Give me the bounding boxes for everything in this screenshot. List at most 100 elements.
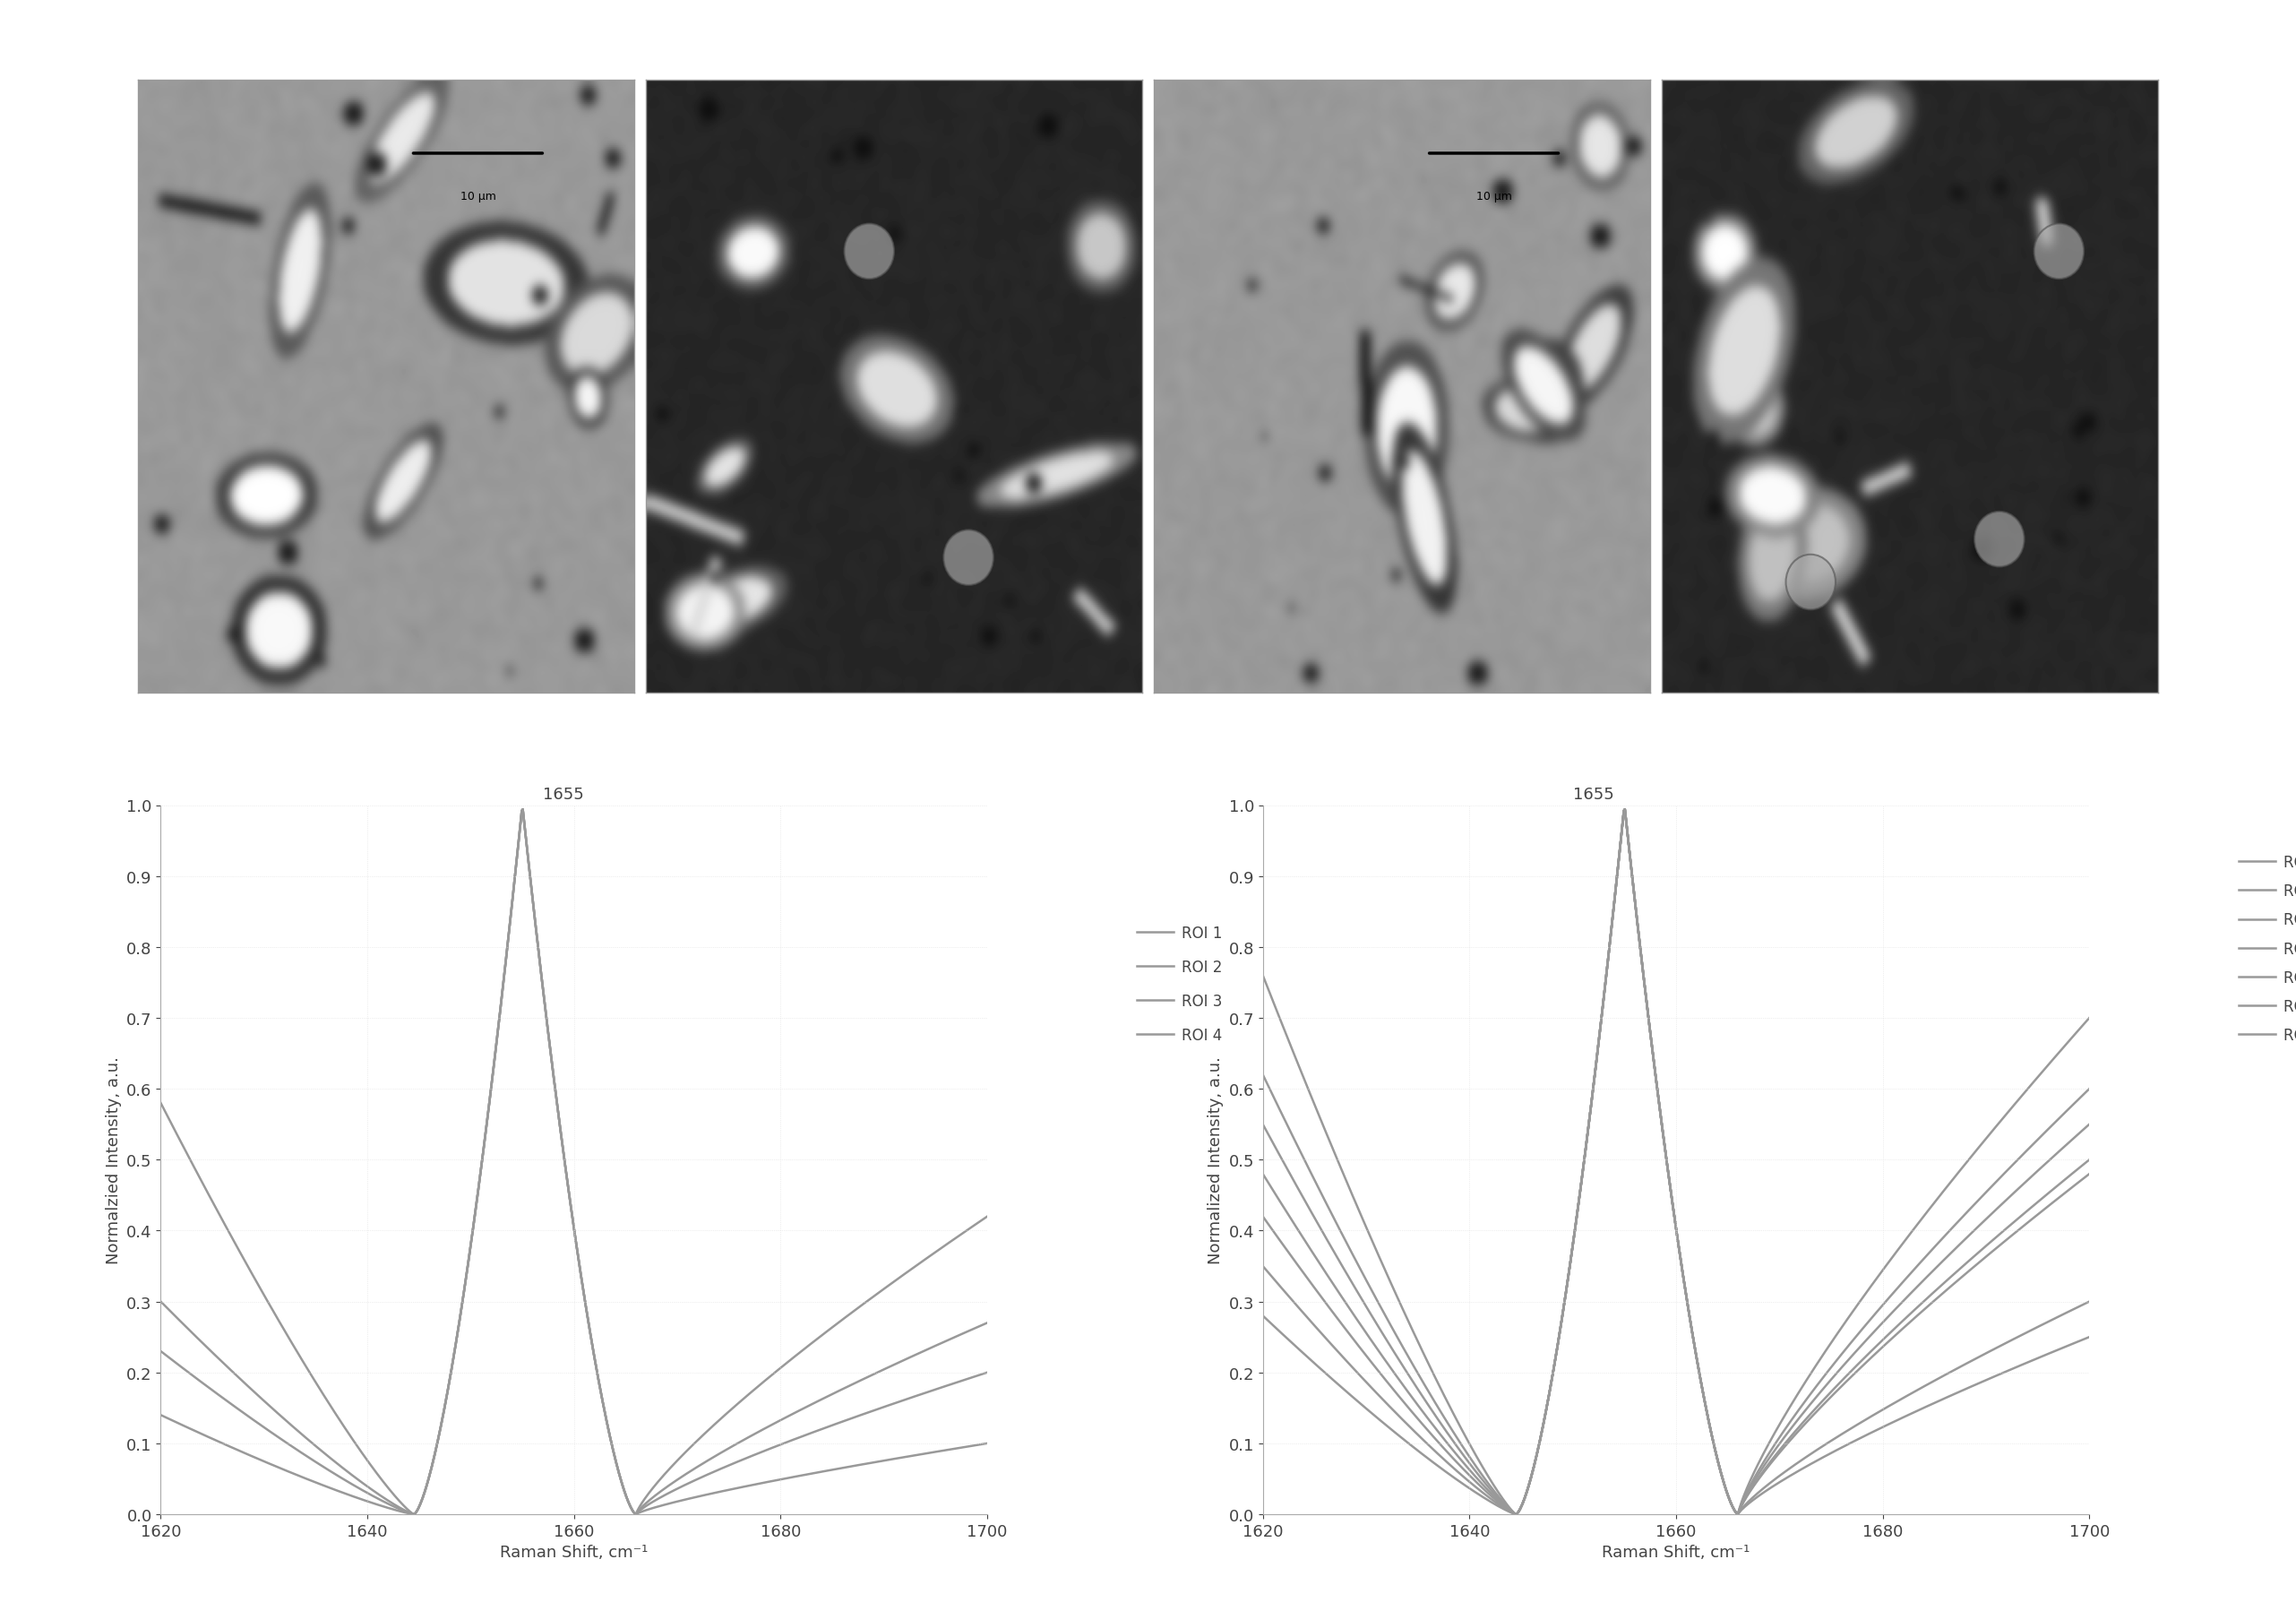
Ellipse shape bbox=[1975, 512, 2025, 567]
ROI 3 bbox=[1878, 1303, 1906, 1323]
Line: ROI 3: ROI 3 bbox=[161, 810, 987, 1514]
ROI 5 bbox=[1777, 1429, 1805, 1448]
Line: ROI 6: ROI 6 bbox=[1263, 810, 2089, 1514]
Line: ROI 1: ROI 1 bbox=[161, 810, 987, 1514]
ROI 7 bbox=[1612, 801, 1639, 820]
ROI 2 bbox=[400, 1505, 427, 1524]
ROI 5 bbox=[2076, 1165, 2103, 1184]
ROI 6 bbox=[1752, 1476, 1779, 1495]
ROI 2 bbox=[1502, 1505, 1529, 1524]
ROI 5 bbox=[1878, 1329, 1906, 1348]
ROI 4 bbox=[197, 1429, 225, 1448]
ROI 2 bbox=[776, 1406, 804, 1426]
ROI 6 bbox=[1963, 1348, 1991, 1368]
ROI 1 bbox=[197, 1191, 225, 1210]
ROI 2 bbox=[1963, 1192, 1991, 1211]
ROI 2 bbox=[1777, 1411, 1805, 1431]
ROI 2 bbox=[1878, 1286, 1906, 1305]
Text: 1655: 1655 bbox=[1573, 786, 1614, 802]
ROI 7 bbox=[1777, 1466, 1805, 1485]
Y-axis label: Normalized Intensity, a.u.: Normalized Intensity, a.u. bbox=[1208, 1057, 1224, 1263]
ROI 2 bbox=[1752, 1448, 1779, 1468]
ROI 1 bbox=[147, 1094, 174, 1113]
Line: ROI 1: ROI 1 bbox=[1263, 810, 2089, 1514]
ROI 3 bbox=[1502, 1505, 1529, 1524]
ROI 3 bbox=[629, 1498, 657, 1518]
Legend: ROI 1, ROI 2, ROI 3, ROI 4, ROI 5, ROI 6, ROI 7: ROI 1, ROI 2, ROI 3, ROI 4, ROI 5, ROI 6… bbox=[2232, 849, 2296, 1049]
ROI 4 bbox=[1878, 1321, 1906, 1340]
ROI 5 bbox=[1249, 1207, 1277, 1226]
ROI 6 bbox=[1777, 1458, 1805, 1477]
ROI 2 bbox=[1300, 1168, 1327, 1187]
ROI 3 bbox=[1249, 1115, 1277, 1134]
ROI 4 bbox=[675, 1489, 703, 1508]
ROI 4 bbox=[1731, 1490, 1759, 1510]
ROI 1 bbox=[629, 1492, 657, 1511]
ROI 5 bbox=[1752, 1460, 1779, 1479]
ROI 6 bbox=[2076, 1292, 2103, 1311]
ROI 4 bbox=[974, 1434, 1001, 1453]
ROI 2 bbox=[1731, 1487, 1759, 1506]
ROI 1 bbox=[650, 1464, 677, 1484]
Y-axis label: Normalzied Intensity, a.u.: Normalzied Intensity, a.u. bbox=[106, 1057, 122, 1263]
ROI 6 bbox=[1502, 1505, 1529, 1524]
ROI 3 bbox=[400, 1505, 427, 1524]
ROI 1 bbox=[1878, 1249, 1906, 1268]
Line: ROI 4: ROI 4 bbox=[161, 810, 987, 1514]
ROI 1 bbox=[2076, 1008, 2103, 1028]
ROI 5 bbox=[1963, 1255, 1991, 1274]
ROI 4 bbox=[400, 1505, 427, 1524]
ROI 4 bbox=[1249, 1165, 1277, 1184]
Line: ROI 7: ROI 7 bbox=[1263, 810, 2089, 1514]
ROI 4 bbox=[776, 1468, 804, 1487]
ROI 1 bbox=[1249, 967, 1277, 986]
ROI 6 bbox=[1300, 1315, 1327, 1334]
Text: 1655: 1655 bbox=[542, 786, 583, 802]
ROI 4 bbox=[1502, 1505, 1529, 1524]
ROI 2 bbox=[2076, 1079, 2103, 1099]
ROI 3 bbox=[1300, 1207, 1327, 1226]
ROI 6 bbox=[1249, 1257, 1277, 1276]
ROI 4 bbox=[1777, 1426, 1805, 1445]
ROI 5 bbox=[1502, 1505, 1529, 1524]
ROI 1 bbox=[861, 1286, 889, 1305]
ROI 3 bbox=[1731, 1489, 1759, 1508]
ROI 7 bbox=[1249, 1307, 1277, 1326]
ROI 5 bbox=[1731, 1490, 1759, 1510]
Line: ROI 4: ROI 4 bbox=[1263, 810, 2089, 1514]
ROI 4 bbox=[1612, 801, 1639, 820]
ROI 1 bbox=[510, 801, 537, 820]
ROI 1 bbox=[400, 1505, 427, 1524]
ROI 7 bbox=[1300, 1353, 1327, 1373]
Line: ROI 2: ROI 2 bbox=[161, 810, 987, 1514]
ROI 3 bbox=[650, 1485, 677, 1505]
ROI 4 bbox=[510, 801, 537, 820]
ROI 7 bbox=[1963, 1374, 1991, 1394]
ROI 2 bbox=[861, 1365, 889, 1384]
ROI 7 bbox=[1502, 1505, 1529, 1524]
X-axis label: Raman Shift, cm⁻¹: Raman Shift, cm⁻¹ bbox=[1603, 1543, 1750, 1561]
ROI 4 bbox=[2076, 1150, 2103, 1170]
Line: ROI 2: ROI 2 bbox=[1263, 810, 2089, 1514]
Ellipse shape bbox=[1786, 554, 1835, 611]
ROI 4 bbox=[1963, 1245, 1991, 1265]
ROI 1 bbox=[675, 1439, 703, 1458]
ROI 3 bbox=[861, 1400, 889, 1419]
ROI 3 bbox=[974, 1363, 1001, 1382]
ROI 7 bbox=[2076, 1327, 2103, 1347]
ROI 2 bbox=[629, 1497, 657, 1516]
Text: 10 μm: 10 μm bbox=[1476, 190, 1511, 203]
Line: ROI 5: ROI 5 bbox=[1263, 810, 2089, 1514]
ROI 3 bbox=[1963, 1218, 1991, 1237]
ROI 7 bbox=[1752, 1481, 1779, 1500]
ROI 3 bbox=[1752, 1453, 1779, 1472]
ROI 1 bbox=[1300, 1092, 1327, 1112]
Ellipse shape bbox=[845, 224, 893, 279]
ROI 5 bbox=[1300, 1278, 1327, 1297]
ROI 2 bbox=[675, 1463, 703, 1482]
ROI 1 bbox=[1731, 1484, 1759, 1503]
ROI 4 bbox=[861, 1453, 889, 1472]
ROI 2 bbox=[650, 1479, 677, 1498]
ROI 6 bbox=[1612, 801, 1639, 820]
ROI 3 bbox=[197, 1381, 225, 1400]
